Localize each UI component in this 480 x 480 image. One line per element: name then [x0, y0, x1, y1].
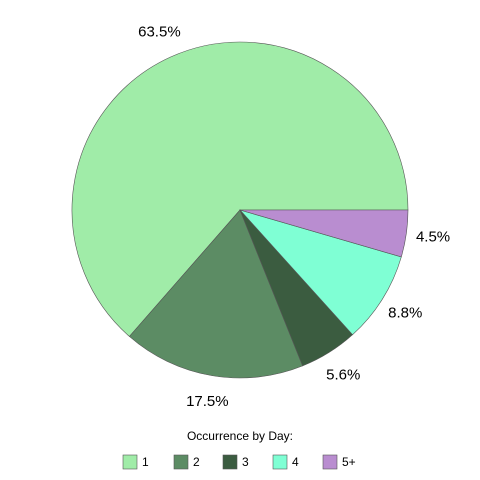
- value-label: 63.5%: [138, 23, 181, 40]
- legend-label: 2: [193, 455, 200, 469]
- legend-label: 1: [142, 455, 149, 469]
- legend-label: 5+: [342, 455, 356, 469]
- pie-slice: [239, 209, 402, 336]
- pie-slice: [128, 209, 304, 379]
- legend-swatch: [322, 454, 338, 470]
- pie-slice: [239, 209, 409, 258]
- legend-swatch: [272, 454, 288, 470]
- legend-title: Occurrence by Day:: [187, 429, 293, 443]
- legend-swatch: [222, 454, 238, 470]
- value-label: 5.6%: [326, 366, 360, 383]
- value-label: 8.8%: [388, 305, 422, 322]
- legend-swatch: [122, 454, 138, 470]
- pie-slice: [71, 41, 409, 337]
- legend-label: 3: [242, 455, 249, 469]
- value-label: 4.5%: [416, 228, 450, 245]
- value-label: 17.5%: [186, 393, 229, 410]
- legend-swatch: [173, 454, 189, 470]
- legend-label: 4: [292, 455, 299, 469]
